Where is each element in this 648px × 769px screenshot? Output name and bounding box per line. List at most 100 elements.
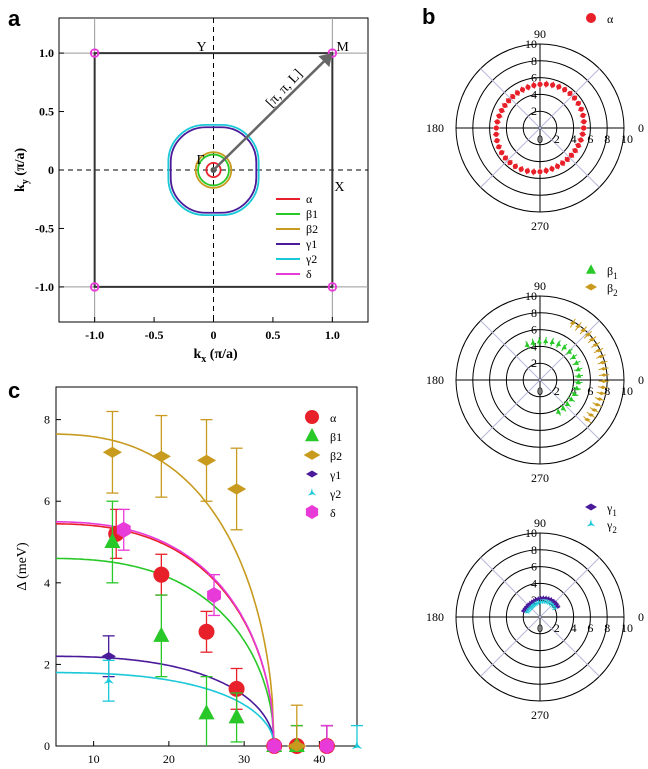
radial-tick-label: 0 bbox=[537, 621, 543, 635]
angle-label-0: 0 bbox=[638, 373, 644, 387]
polar-point-α bbox=[525, 168, 530, 173]
polar-point-α bbox=[510, 94, 515, 99]
polar-point-α bbox=[544, 168, 549, 173]
radial-tick-label: 10 bbox=[621, 621, 633, 635]
polar-point-β1 bbox=[525, 342, 530, 347]
legend-marker-2-0 bbox=[585, 504, 597, 511]
radial-tick-label: 2 bbox=[531, 356, 537, 370]
data-point-β2 bbox=[197, 455, 216, 466]
polar-point-α bbox=[494, 138, 499, 143]
radial-tick-label: 4 bbox=[571, 621, 577, 635]
legend-label-2: β2 bbox=[330, 449, 342, 463]
label-X: X bbox=[334, 180, 344, 195]
legend-marker-2 bbox=[304, 450, 321, 460]
radial-tick-label: 10 bbox=[525, 37, 537, 51]
polar-point-α bbox=[581, 125, 586, 130]
legend-label-2-1: γ2 bbox=[606, 518, 617, 535]
vector-arrow bbox=[214, 60, 326, 170]
legend-label-1: β1 bbox=[306, 207, 318, 221]
polar-point-α bbox=[499, 150, 504, 155]
polar-point-α bbox=[569, 153, 574, 158]
legend-sub: 1 bbox=[613, 271, 618, 281]
polar-point-α bbox=[544, 82, 549, 87]
angle-label-0: 0 bbox=[638, 610, 644, 624]
polar-point-α bbox=[537, 169, 542, 174]
radial-tick-label: 6 bbox=[587, 621, 593, 635]
legend-label-3: γ1 bbox=[305, 237, 317, 251]
panel-a: a -1.0 -0.5 0 0.5 1.0 1.0 0.5 0 -0.5 -1.0 kx (π/a) k… bbox=[8, 6, 368, 365]
polar-point-β2 bbox=[570, 321, 576, 325]
radial-tick-label: 6 bbox=[587, 132, 593, 146]
radial-tick-label: 6 bbox=[531, 71, 537, 85]
radial-tick-label: 8 bbox=[531, 543, 537, 557]
legend-label-4: γ2 bbox=[329, 487, 341, 501]
radial-tick-label: 2 bbox=[554, 621, 560, 635]
fit-curve-5 bbox=[56, 522, 274, 746]
data-point-α bbox=[199, 624, 215, 640]
data-point-β1 bbox=[229, 708, 245, 723]
data-point-β1 bbox=[153, 627, 169, 642]
radial-tick-label: 0 bbox=[537, 384, 543, 398]
x-axis-label: kx (π/a) bbox=[194, 347, 239, 365]
polar-point-α bbox=[497, 113, 502, 118]
legend-marker-5 bbox=[306, 505, 318, 519]
legend-sub: 2 bbox=[613, 288, 618, 298]
y-tick-label: -1.0 bbox=[35, 280, 54, 294]
label-vector: [π, π, L] bbox=[263, 67, 305, 111]
y-tick-label: 0 bbox=[48, 163, 54, 177]
radial-tick-label: 8 bbox=[604, 132, 610, 146]
radial-tick-label: 2 bbox=[554, 132, 560, 146]
angle-label-270: 270 bbox=[531, 471, 549, 485]
polar-point-α bbox=[560, 161, 565, 166]
legend-marker-0 bbox=[305, 410, 319, 424]
x-tick-label: 10 bbox=[88, 752, 100, 766]
y-axis-label-unit: (π/a) bbox=[13, 147, 28, 179]
legend-label-1: β1 bbox=[330, 430, 342, 444]
radial-tick-label: 0 bbox=[537, 132, 543, 146]
y-axis-label: ky (π/a) bbox=[13, 147, 31, 192]
legend-label-5: δ bbox=[330, 506, 336, 520]
polar-point-α bbox=[549, 166, 554, 171]
polar-point-α bbox=[507, 160, 512, 165]
polar-point-α bbox=[576, 101, 581, 106]
label-Y: Y bbox=[197, 40, 207, 55]
legend-label-0: α bbox=[330, 411, 337, 425]
x-tick-label: 1.0 bbox=[325, 328, 340, 342]
angle-label-180: 180 bbox=[426, 121, 444, 135]
data-point-γ2 bbox=[352, 740, 362, 749]
radial-tick-label: 2 bbox=[531, 104, 537, 118]
radial-tick-label: 10 bbox=[525, 289, 537, 303]
x-tick-label: 30 bbox=[238, 752, 250, 766]
polar-point-α bbox=[579, 107, 584, 112]
legend-label-1-0: β1 bbox=[607, 264, 618, 281]
polar-point-α bbox=[494, 132, 499, 137]
polar-point-β2 bbox=[597, 397, 603, 401]
polar-point-α bbox=[503, 155, 508, 160]
polar-point-β1 bbox=[550, 339, 555, 344]
polar-point-β1 bbox=[537, 339, 542, 344]
polar-point-α bbox=[556, 84, 561, 89]
polar-point-β2 bbox=[580, 329, 586, 333]
polar-point-α bbox=[494, 125, 499, 130]
y-tick-label: 8 bbox=[44, 413, 50, 427]
panel-label-c: c bbox=[8, 378, 20, 403]
legend-label-2-0: γ1 bbox=[606, 501, 617, 518]
panel-c: c1020304002468T (K)Δ (meV)αβ1β2γ1γ2δ bbox=[8, 378, 363, 769]
data-point-γ1 bbox=[102, 652, 116, 661]
label-Gamma: Γ bbox=[197, 153, 205, 168]
y-tick-label: 0.5 bbox=[39, 105, 54, 119]
fit-curve-3 bbox=[56, 656, 274, 746]
data-point-α bbox=[153, 567, 169, 583]
data-point-δ bbox=[207, 587, 221, 603]
x-axis-label-unit: (π/a) bbox=[206, 347, 238, 362]
polar-point-α bbox=[506, 98, 511, 103]
legend-marker-1-1 bbox=[585, 284, 597, 291]
polar-point-α bbox=[580, 113, 585, 118]
polar-point-α bbox=[520, 87, 525, 92]
x-tick-label: 40 bbox=[313, 752, 325, 766]
polar-point-β2 bbox=[585, 333, 591, 337]
polar-point-α bbox=[499, 108, 504, 113]
x-tick-label: -1.0 bbox=[85, 328, 104, 342]
